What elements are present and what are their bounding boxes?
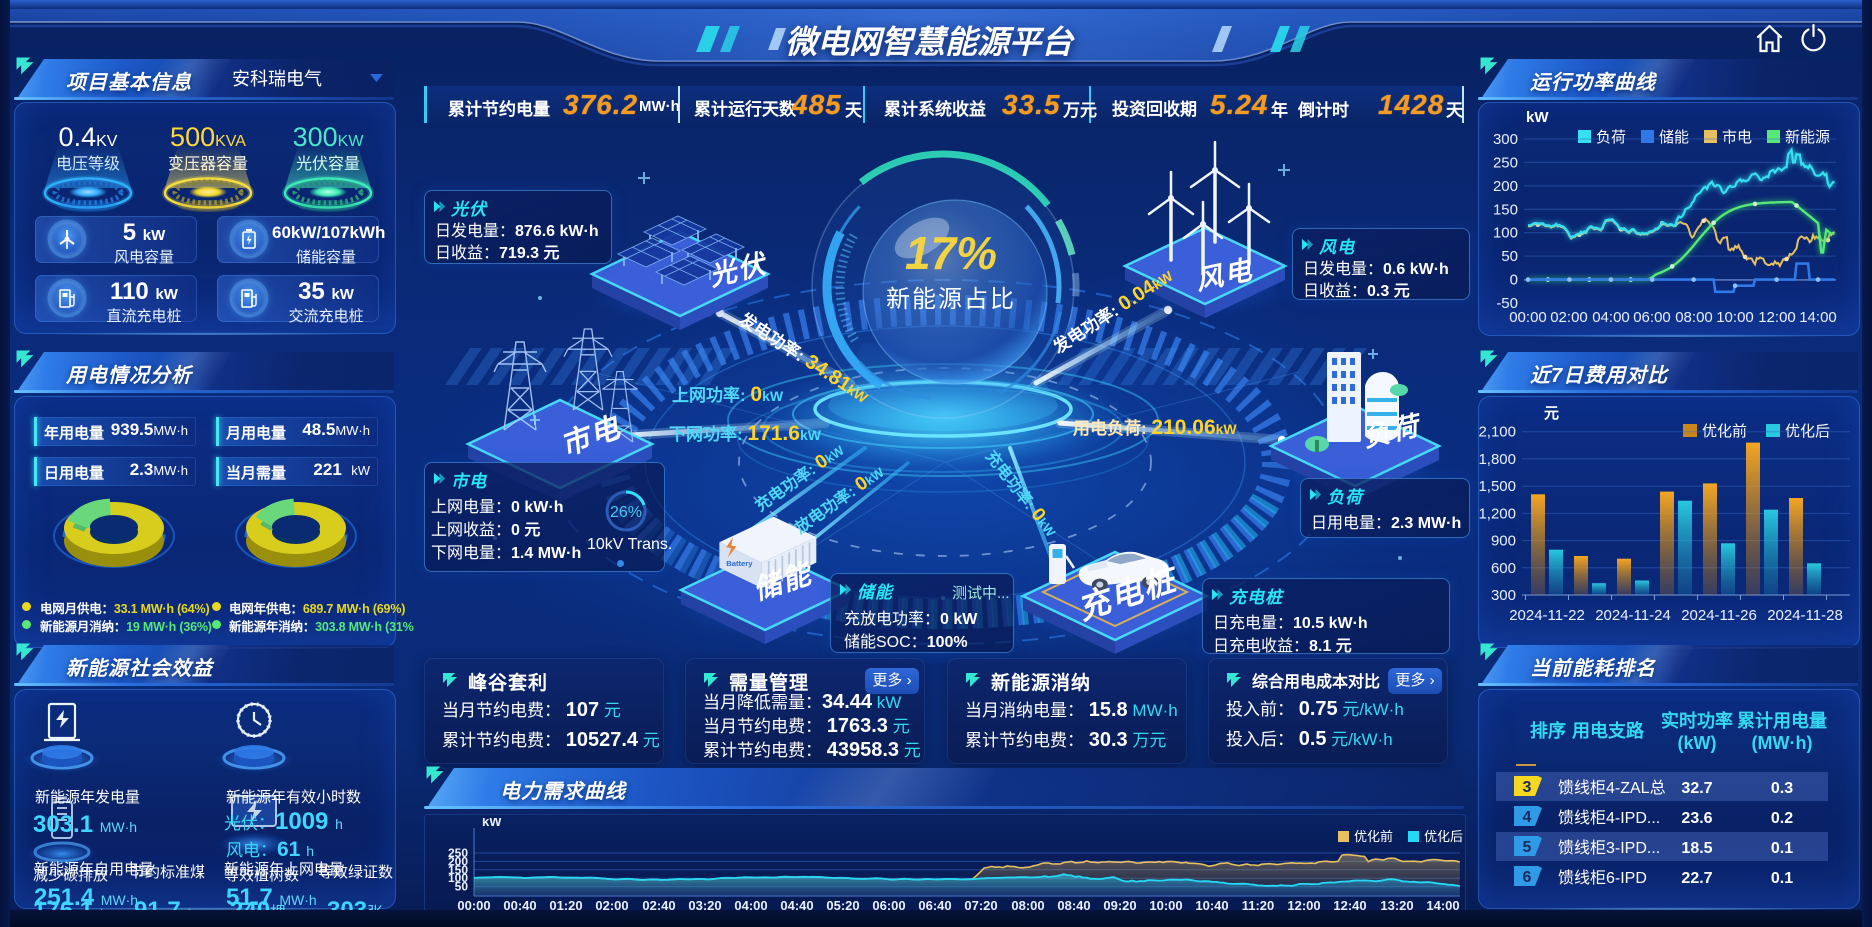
svg-text:Battery: Battery bbox=[726, 559, 753, 568]
svg-text:300: 300 bbox=[1493, 131, 1518, 148]
svg-text:2024-11-22: 2024-11-22 bbox=[1509, 607, 1585, 624]
svg-text:新能源: 新能源 bbox=[1785, 129, 1830, 146]
svg-text:优化后: 优化后 bbox=[1424, 829, 1463, 844]
svg-text:4: 4 bbox=[1523, 809, 1532, 826]
svg-text:17%: 17% bbox=[905, 227, 997, 279]
svg-text:02:00: 02:00 bbox=[595, 898, 628, 913]
svg-text:10:40: 10:40 bbox=[1195, 898, 1228, 913]
svg-text:排序: 排序 bbox=[1530, 720, 1566, 741]
svg-text:用电支路: 用电支路 bbox=[1572, 720, 1645, 741]
svg-text:07:20: 07:20 bbox=[964, 898, 997, 913]
svg-text:馈线柜4-IPD...: 馈线柜4-IPD... bbox=[1558, 809, 1660, 827]
svg-text:02:00: 02:00 bbox=[1550, 309, 1588, 326]
svg-text:元: 元 bbox=[1544, 405, 1559, 422]
svg-text:6: 6 bbox=[1523, 869, 1532, 886]
svg-text:负荷: 负荷 bbox=[1596, 129, 1626, 146]
svg-text:kW: kW bbox=[1526, 109, 1549, 126]
svg-text:200: 200 bbox=[448, 854, 468, 868]
svg-text:100: 100 bbox=[1493, 225, 1518, 242]
svg-text:上网功率: 0kW: 上网功率: 0kW bbox=[672, 383, 784, 406]
svg-text:14:00: 14:00 bbox=[1799, 309, 1837, 326]
svg-text:04:00: 04:00 bbox=[734, 898, 767, 913]
svg-text:馈线柜4-ZAL总: 馈线柜4-ZAL总 bbox=[1558, 779, 1666, 797]
svg-text:150: 150 bbox=[1493, 201, 1518, 218]
svg-text:0.1: 0.1 bbox=[1771, 840, 1793, 857]
svg-text:04:40: 04:40 bbox=[780, 898, 813, 913]
svg-text:3: 3 bbox=[1523, 779, 1532, 796]
svg-text:0.3: 0.3 bbox=[1771, 780, 1793, 797]
svg-text:12:00: 12:00 bbox=[1287, 898, 1320, 913]
svg-text:600: 600 bbox=[1491, 560, 1516, 577]
svg-text:13:20: 13:20 bbox=[1380, 898, 1413, 913]
svg-text:1,200: 1,200 bbox=[1478, 505, 1516, 522]
svg-text:优化前: 优化前 bbox=[1354, 829, 1393, 844]
svg-text:下网功率: 171.6kW: 下网功率: 171.6kW bbox=[669, 422, 822, 445]
svg-text:1,800: 1,800 bbox=[1478, 451, 1516, 468]
svg-text:12:40: 12:40 bbox=[1333, 898, 1366, 913]
svg-text:11:20: 11:20 bbox=[1242, 898, 1275, 913]
svg-text:新能源占比: 新能源占比 bbox=[886, 286, 1016, 313]
svg-text:储能: 储能 bbox=[1659, 129, 1689, 146]
svg-text:50: 50 bbox=[455, 880, 469, 894]
svg-text:0.2: 0.2 bbox=[1771, 810, 1793, 827]
svg-text:2024-11-28: 2024-11-28 bbox=[1767, 607, 1843, 624]
svg-text:02:40: 02:40 bbox=[642, 898, 675, 913]
svg-text:50: 50 bbox=[1501, 248, 1518, 265]
svg-text:10:00: 10:00 bbox=[1149, 898, 1182, 913]
svg-text:1,500: 1,500 bbox=[1478, 478, 1516, 495]
svg-text:03:20: 03:20 bbox=[688, 898, 721, 913]
svg-text:23.6: 23.6 bbox=[1681, 810, 1712, 827]
svg-text:08:00: 08:00 bbox=[1675, 309, 1713, 326]
svg-text:250: 250 bbox=[448, 846, 468, 860]
svg-text:06:40: 06:40 bbox=[918, 898, 951, 913]
svg-text:300: 300 bbox=[1491, 587, 1516, 604]
svg-text:实时功率: 实时功率 bbox=[1661, 710, 1733, 731]
svg-text:18.5: 18.5 bbox=[1681, 840, 1712, 857]
svg-text:08:00: 08:00 bbox=[1011, 898, 1044, 913]
svg-text:(MW·h): (MW·h) bbox=[1752, 733, 1813, 753]
svg-text:5: 5 bbox=[1523, 839, 1532, 856]
svg-text:0.1: 0.1 bbox=[1771, 870, 1793, 887]
svg-text:(kW): (kW) bbox=[1678, 733, 1717, 753]
svg-text:10:00: 10:00 bbox=[1716, 309, 1754, 326]
svg-text:00:00: 00:00 bbox=[457, 898, 490, 913]
svg-text:05:20: 05:20 bbox=[826, 898, 859, 913]
svg-text:累计用电量: 累计用电量 bbox=[1737, 710, 1827, 731]
svg-text:06:00: 06:00 bbox=[1633, 309, 1671, 326]
svg-text:2024-11-24: 2024-11-24 bbox=[1595, 607, 1671, 624]
svg-text:2,100: 2,100 bbox=[1478, 424, 1516, 441]
svg-text:-50: -50 bbox=[1496, 295, 1518, 312]
svg-text:900: 900 bbox=[1491, 533, 1516, 550]
svg-text:馈线柜3-IPD...: 馈线柜3-IPD... bbox=[1558, 839, 1660, 857]
svg-text:09:20: 09:20 bbox=[1103, 898, 1136, 913]
svg-text:馈线柜6-IPD: 馈线柜6-IPD bbox=[1558, 869, 1647, 887]
svg-text:26%: 26% bbox=[610, 504, 642, 521]
svg-text:kW: kW bbox=[482, 818, 502, 829]
svg-text:100: 100 bbox=[448, 871, 468, 885]
svg-text:04:00: 04:00 bbox=[1592, 309, 1630, 326]
svg-text:06:00: 06:00 bbox=[872, 898, 905, 913]
svg-text:00:00: 00:00 bbox=[1509, 309, 1547, 326]
svg-text:用电负荷: 210.06kW: 用电负荷: 210.06kW bbox=[1073, 416, 1237, 439]
svg-text:22.7: 22.7 bbox=[1681, 870, 1712, 887]
svg-text:14:00: 14:00 bbox=[1426, 898, 1459, 913]
svg-text:150: 150 bbox=[448, 863, 468, 877]
svg-text:0: 0 bbox=[1510, 272, 1518, 289]
svg-text:32.7: 32.7 bbox=[1681, 780, 1712, 797]
svg-text:250: 250 bbox=[1493, 154, 1518, 171]
svg-text:00:40: 00:40 bbox=[503, 898, 536, 913]
svg-text:12:00: 12:00 bbox=[1758, 309, 1796, 326]
svg-text:01:20: 01:20 bbox=[549, 898, 582, 913]
svg-text:市电: 市电 bbox=[1722, 129, 1752, 146]
svg-text:2024-11-26: 2024-11-26 bbox=[1681, 607, 1757, 624]
svg-text:200: 200 bbox=[1493, 178, 1518, 195]
svg-text:08:40: 08:40 bbox=[1057, 898, 1090, 913]
